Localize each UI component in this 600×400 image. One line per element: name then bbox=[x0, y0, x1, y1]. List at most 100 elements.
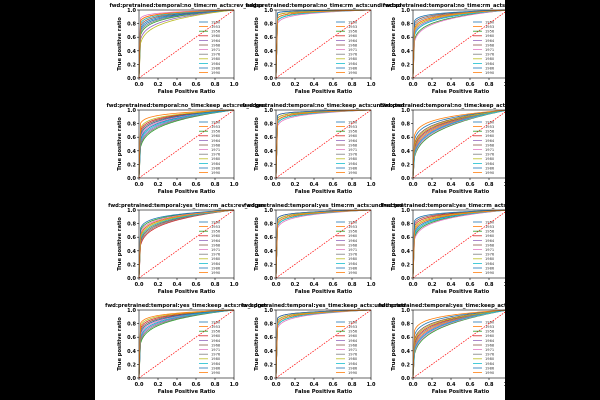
legend-label: 1990 bbox=[211, 171, 221, 175]
legend-label: 1956 bbox=[348, 30, 358, 34]
x-tick-label: 0.0 bbox=[135, 282, 144, 288]
x-tick-label: 0.2 bbox=[291, 82, 300, 88]
x-tick-label: 0.4 bbox=[173, 382, 182, 388]
legend-label: 1976 bbox=[211, 153, 221, 157]
legend-label: 1984 bbox=[348, 362, 358, 366]
plot-frame bbox=[138, 9, 235, 79]
legend-label: 1953 bbox=[485, 25, 494, 29]
y-tick-label: 0.0 bbox=[127, 276, 136, 282]
y-axis-label: True positive ratio bbox=[391, 17, 397, 71]
x-tick-label: 0.8 bbox=[348, 282, 357, 288]
legend-label: 1990 bbox=[485, 171, 495, 175]
x-tick-label: 0.0 bbox=[135, 182, 144, 188]
plot-frame bbox=[412, 309, 505, 379]
roc-curve-10 bbox=[138, 109, 235, 179]
legend-label: 1964 bbox=[348, 239, 358, 243]
legend-label: 1971 bbox=[485, 148, 494, 152]
subplot-title: fwd:pretrained:temporal:yes_time:keep_ac… bbox=[105, 303, 268, 309]
roc-curve-12 bbox=[138, 309, 235, 379]
legend-label: 1971 bbox=[348, 148, 357, 152]
legend-label: 1984 bbox=[211, 62, 221, 66]
legend-label: 1968 bbox=[211, 143, 221, 147]
legend-label: 1968 bbox=[348, 143, 358, 147]
x-tick-label: 1.0 bbox=[504, 382, 505, 388]
roc-curve-12 bbox=[412, 309, 505, 379]
legend-label: 1960 bbox=[348, 34, 358, 38]
roc-curve-12 bbox=[138, 109, 235, 179]
legend-label: 1953 bbox=[485, 225, 494, 229]
y-tick-label: 0.8 bbox=[264, 22, 273, 28]
y-tick-label: 1.0 bbox=[127, 308, 136, 314]
legend-label: 1960 bbox=[485, 34, 495, 38]
legend-label: 1984 bbox=[211, 162, 221, 166]
legend-label: 1956 bbox=[348, 230, 358, 234]
legend-label: 1984 bbox=[485, 62, 495, 66]
y-axis-label: True positive ratio bbox=[117, 217, 123, 271]
legend-label: 1950 bbox=[348, 20, 358, 24]
legend-label: 1984 bbox=[348, 162, 358, 166]
x-tick-label: 0.4 bbox=[173, 282, 182, 288]
y-tick-label: 0.2 bbox=[127, 62, 136, 68]
legend-label: 1950 bbox=[348, 120, 358, 124]
roc-curve-11 bbox=[138, 9, 235, 79]
x-tick-label: 1.0 bbox=[230, 282, 239, 288]
x-tick-label: 0.6 bbox=[192, 282, 201, 288]
legend-label: 1964 bbox=[348, 139, 358, 143]
y-tick-label: 0.0 bbox=[264, 176, 273, 182]
x-tick-label: 1.0 bbox=[367, 282, 376, 288]
legend-label: 1960 bbox=[348, 334, 358, 338]
legend-label: 1956 bbox=[348, 130, 358, 134]
x-tick-label: 0.4 bbox=[173, 82, 182, 88]
subplot-title: fwd:pretrained:temporal:yes_time:keep_ac… bbox=[241, 303, 406, 309]
x-tick-label: 0.8 bbox=[348, 182, 357, 188]
y-tick-label: 0.6 bbox=[264, 235, 273, 241]
legend-label: 1968 bbox=[485, 243, 495, 247]
x-axis-label: False Positive Ratio bbox=[295, 89, 353, 95]
roc-curve-12 bbox=[275, 109, 372, 179]
x-tick-label: 1.0 bbox=[504, 82, 505, 88]
x-tick-label: 0.0 bbox=[272, 282, 281, 288]
legend-label: 1990 bbox=[485, 71, 495, 75]
legend-label: 1980 bbox=[485, 157, 495, 161]
y-tick-label: 0.4 bbox=[264, 349, 273, 355]
legend-label: 1986 bbox=[348, 266, 358, 270]
x-tick-label: 0.4 bbox=[310, 382, 319, 388]
legend-label: 1953 bbox=[211, 25, 220, 29]
x-tick-label: 0.4 bbox=[447, 82, 456, 88]
x-axis-label: False Positive Ratio bbox=[432, 189, 490, 195]
y-tick-label: 0.8 bbox=[401, 222, 410, 228]
legend-label: 1971 bbox=[211, 148, 220, 152]
subplot-7: fwd:pretrained:temporal:yes_time:rm_acts… bbox=[108, 203, 265, 295]
x-tick-label: 0.2 bbox=[428, 282, 437, 288]
legend-label: 1956 bbox=[211, 330, 221, 334]
x-tick-label: 0.4 bbox=[447, 282, 456, 288]
legend-label: 1971 bbox=[348, 248, 357, 252]
legend-label: 1986 bbox=[348, 166, 358, 170]
legend-label: 1971 bbox=[211, 248, 220, 252]
y-tick-label: 0.8 bbox=[264, 322, 273, 328]
subplot-title: fwd:pretrained:temporal:no_time:keep_act… bbox=[380, 103, 505, 109]
legend-label: 1950 bbox=[485, 20, 495, 24]
plot-frame bbox=[138, 109, 235, 179]
legend-label: 1964 bbox=[485, 139, 495, 143]
x-tick-label: 0.2 bbox=[154, 282, 163, 288]
x-tick-label: 0.0 bbox=[272, 82, 281, 88]
x-tick-label: 1.0 bbox=[504, 282, 505, 288]
roc-curve-12 bbox=[412, 109, 505, 179]
legend-label: 1968 bbox=[485, 43, 495, 47]
legend-label: 1964 bbox=[348, 339, 358, 343]
legend-label: 1968 bbox=[485, 143, 495, 147]
y-tick-label: 0.6 bbox=[127, 235, 136, 241]
x-tick-label: 0.8 bbox=[211, 382, 220, 388]
y-axis-label: True positive ratio bbox=[391, 217, 397, 271]
roc-curve-12 bbox=[138, 209, 235, 279]
y-tick-label: 0.8 bbox=[264, 222, 273, 228]
subplot-12: fwd:pretrained:temporal:yes_time:keep_ac… bbox=[378, 303, 505, 395]
x-tick-label: 0.8 bbox=[485, 82, 494, 88]
legend-label: 1956 bbox=[485, 330, 495, 334]
y-tick-label: 1.0 bbox=[401, 8, 410, 14]
y-tick-label: 0.2 bbox=[401, 162, 410, 168]
legend-label: 1968 bbox=[211, 343, 221, 347]
subplot-title: fwd:pretrained:temporal:yes_time:rm_acts… bbox=[244, 203, 403, 209]
x-tick-label: 0.6 bbox=[329, 282, 338, 288]
